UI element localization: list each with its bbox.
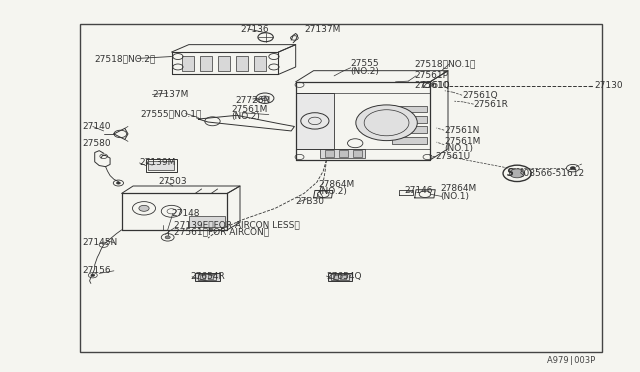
Text: 27561Q: 27561Q <box>415 81 451 90</box>
Text: 27146: 27146 <box>404 186 433 195</box>
Circle shape <box>116 182 120 184</box>
Text: (NO.1): (NO.1) <box>440 192 469 201</box>
Bar <box>339 150 348 157</box>
Text: 27130: 27130 <box>594 81 623 90</box>
Circle shape <box>165 236 170 239</box>
Text: 27654R: 27654R <box>191 272 225 281</box>
Bar <box>189 216 225 227</box>
Text: 27139E〈FOR AIRCON LESS〉: 27139E〈FOR AIRCON LESS〉 <box>174 220 300 229</box>
Text: (NO.1): (NO.1) <box>444 144 473 153</box>
Text: 27156: 27156 <box>82 266 111 275</box>
Bar <box>218 56 230 71</box>
Text: 27503: 27503 <box>159 177 188 186</box>
Bar <box>198 274 216 280</box>
Text: 27139M: 27139M <box>140 158 176 167</box>
Bar <box>325 150 334 157</box>
Bar <box>320 149 365 158</box>
Bar <box>236 56 248 71</box>
Text: 27B30: 27B30 <box>296 197 324 206</box>
Text: 27561R: 27561R <box>474 100 508 109</box>
Bar <box>392 116 427 123</box>
Bar <box>392 126 427 133</box>
Text: 27140: 27140 <box>82 122 111 131</box>
Text: 27561P: 27561P <box>415 71 449 80</box>
Bar <box>208 275 213 279</box>
Circle shape <box>91 274 95 276</box>
Bar <box>392 106 427 112</box>
Bar <box>200 56 212 71</box>
Text: 27561M: 27561M <box>444 137 481 146</box>
Bar <box>392 137 427 144</box>
Text: 27561〈FOR AIRCON〉: 27561〈FOR AIRCON〉 <box>174 227 269 236</box>
Text: §08566-51612: §08566-51612 <box>520 168 585 177</box>
Text: S: S <box>508 169 514 178</box>
Circle shape <box>139 205 149 211</box>
Text: 27561M: 27561M <box>232 105 268 114</box>
Circle shape <box>261 96 269 100</box>
Text: 27561N: 27561N <box>444 126 479 135</box>
Bar <box>353 150 362 157</box>
Text: 27561Q: 27561Q <box>462 91 498 100</box>
Bar <box>254 56 266 71</box>
Bar <box>195 273 220 281</box>
Bar <box>200 275 205 279</box>
Text: 27555〈NO.1〉: 27555〈NO.1〉 <box>141 109 202 118</box>
Circle shape <box>509 169 525 178</box>
Bar <box>148 161 174 170</box>
Bar <box>80 24 602 352</box>
Text: 27726N: 27726N <box>236 96 271 105</box>
Text: 27518〈NO.1〉: 27518〈NO.1〉 <box>415 60 476 68</box>
Text: 27610: 27610 <box>421 81 450 90</box>
Text: (NO.2): (NO.2) <box>319 187 348 196</box>
Text: 27580: 27580 <box>82 139 111 148</box>
Bar <box>340 275 346 279</box>
Text: 27145N: 27145N <box>82 238 117 247</box>
Text: 27137M: 27137M <box>304 25 340 34</box>
Text: (NO.2): (NO.2) <box>232 112 260 121</box>
Bar <box>331 274 349 280</box>
Bar <box>333 275 338 279</box>
Text: 27136: 27136 <box>240 25 269 34</box>
Text: A979 | 003P: A979 | 003P <box>547 356 595 365</box>
Text: 27864M: 27864M <box>440 185 477 193</box>
Bar <box>146 159 177 172</box>
Text: 27654Q: 27654Q <box>326 272 362 280</box>
Text: 27137M: 27137M <box>152 90 189 99</box>
Text: 27518〈NO.2〉: 27518〈NO.2〉 <box>95 54 156 63</box>
Circle shape <box>356 105 417 141</box>
Text: 27555: 27555 <box>351 60 380 68</box>
Circle shape <box>570 167 575 170</box>
Text: 27864M: 27864M <box>319 180 355 189</box>
Text: 27148: 27148 <box>172 209 200 218</box>
Text: (NO.2): (NO.2) <box>351 67 380 76</box>
Text: 27561U: 27561U <box>435 153 470 161</box>
Bar <box>328 273 352 281</box>
Bar <box>296 93 334 149</box>
Bar <box>182 56 194 71</box>
